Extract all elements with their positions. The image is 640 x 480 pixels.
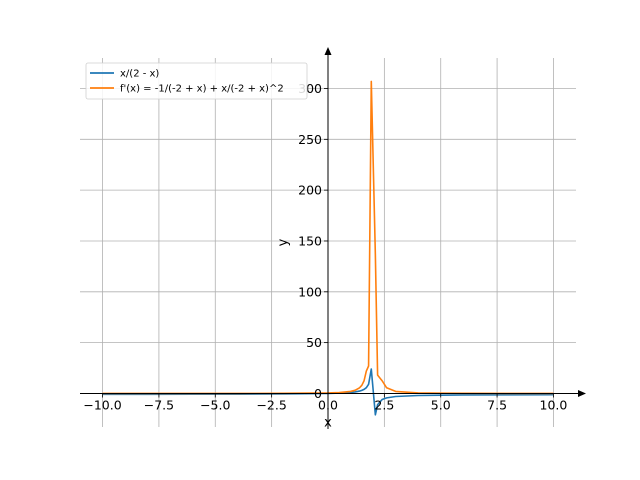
x-tick-label: −5.0	[200, 397, 230, 412]
x-axis-label: x	[324, 415, 332, 430]
x-tick-label: 2.5	[374, 397, 394, 412]
y-tick-label: 50	[306, 335, 322, 350]
x-tick-label: 5.0	[431, 397, 451, 412]
x-tick-label: 0.0	[318, 397, 338, 412]
x-tick-label: −7.5	[144, 397, 174, 412]
x-tick-label: 7.5	[487, 397, 507, 412]
x-tick-label: 10.0	[540, 397, 568, 412]
y-axis-label: y	[276, 238, 291, 246]
y-tick-label: 150	[298, 233, 322, 248]
x-axis-arrow	[578, 389, 586, 397]
legend-label-1: x/(2 - x)	[120, 69, 159, 80]
x-tick-label: −10.0	[83, 397, 121, 412]
y-tick-label: 100	[298, 284, 322, 299]
x-tick-label: −2.5	[256, 397, 286, 412]
y-axis-arrow	[324, 47, 332, 55]
legend-box	[85, 62, 308, 100]
y-tick-label: 250	[298, 132, 322, 147]
y-tick-label: 200	[298, 183, 322, 198]
ticks: −10.0 −7.5 −5.0 −2.5 0.0 2.5 5.0 7.5 10.0 0 50 100 1…	[83, 81, 567, 412]
axes	[80, 47, 586, 429]
y-tick-label: 0	[314, 386, 322, 401]
legend-label-2: f'(x) = -1/(-2 + x) + x/(-2 + x)^2	[120, 84, 284, 95]
legend: x/(2 - x) f'(x) = -1/(-2 + x) + x/(-2 + x…	[85, 62, 308, 100]
